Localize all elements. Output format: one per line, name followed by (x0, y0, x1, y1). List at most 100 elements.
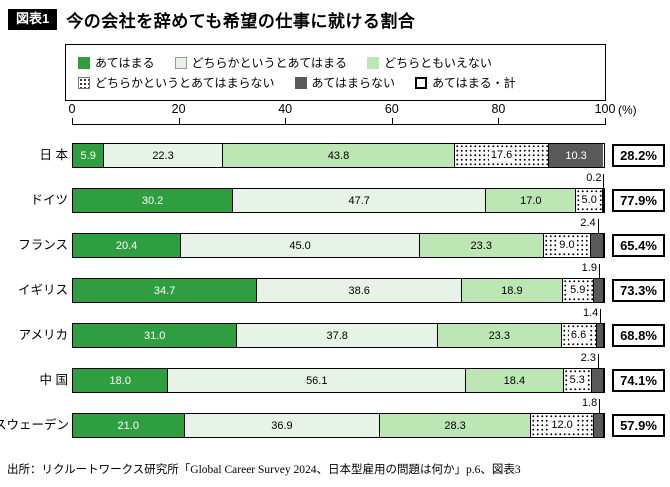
chart-row: ドイツ 30.2 47.7 17.0 5.0 0.2 77.9% (0, 172, 670, 213)
axis-tick-label: 100 (594, 102, 616, 116)
axis-tick-label: 20 (171, 102, 186, 116)
callout-value: 1.8 (581, 397, 598, 409)
bar-segment-5: 10.3 (548, 144, 604, 167)
bar-segment-4: 17.6 (455, 144, 549, 167)
segment-value: 5.3 (567, 374, 587, 387)
total-box: 73.3% (612, 279, 665, 302)
bar-segment-1: 18.0 (73, 369, 169, 392)
chart-row: 日 本 5.9 22.3 43.8 17.6 10.3 28.2% (0, 143, 670, 168)
bar-segment-3: 28.3 (380, 414, 531, 437)
axis-tick (178, 118, 180, 124)
bar-segment-1: 5.9 (73, 144, 105, 167)
axis-tick (605, 118, 606, 124)
legend-row-1: あてはまる どちらかというとあてはまる どちらともいえない (78, 54, 595, 71)
stacked-bar: 5.9 22.3 43.8 17.6 10.3 (72, 143, 605, 168)
callout-value: 1.4 (583, 307, 599, 319)
callout-line (603, 174, 605, 189)
legend-row-2: どちらかというとあてはまらない あてはまらない あてはまる・計 (78, 74, 595, 91)
segment-value: 22.3 (152, 149, 174, 162)
segment-value: 38.6 (348, 284, 370, 297)
segment-value: 43.8 (327, 149, 350, 162)
bar-segment-3: 43.8 (222, 144, 456, 167)
segment-value: 12.0 (549, 419, 575, 432)
bar-segment-5 (596, 324, 604, 347)
axis-tick (285, 118, 287, 124)
axis-unit-label: (%) (618, 103, 637, 117)
bar-segment-1: 31.0 (73, 324, 238, 347)
stacked-bar: 18.0 56.1 18.4 5.3 2.3 (72, 352, 605, 393)
legend-label: あてはまる・計 (432, 76, 516, 90)
callout-line (598, 264, 600, 279)
axis-tick (72, 118, 73, 124)
segment-value: 45.0 (289, 239, 311, 252)
bar-segment-1: 20.4 (73, 234, 182, 257)
legend-label: あてはまる (95, 56, 155, 70)
legend-label: あてはまらない (311, 76, 396, 90)
segment-value: 47.7 (348, 194, 370, 207)
legend: あてはまる どちらかというとあてはまる どちらともいえない どちらかというとあて… (65, 44, 606, 101)
x-axis-labels: 0 20 40 60 80 100 (%) (68, 102, 637, 118)
segment-value: 23.3 (488, 329, 510, 342)
total-box: 77.9% (612, 189, 665, 212)
legend-item-dochiratomo-ienai: どちらともいえない (367, 54, 492, 71)
segment-value: 30.2 (141, 194, 164, 207)
legend-swatch-dark-green-icon (78, 56, 90, 69)
legend-swatch-pale-green-icon (174, 56, 187, 69)
segment-value: 21.0 (117, 419, 139, 432)
bar-segment-4: 5.0 (576, 189, 603, 212)
bar-segment-5 (593, 279, 604, 302)
legend-item-atehamaru-kei: あてはまる・計 (415, 74, 516, 91)
axis-tick-label: 60 (384, 102, 399, 116)
segment-value: 17.0 (520, 194, 542, 207)
callout-line (600, 309, 602, 324)
axis-tick (391, 118, 393, 124)
total-box: 28.2% (612, 144, 665, 167)
chart-row: 中 国 18.0 56.1 18.4 5.3 2.3 74.1% (0, 352, 670, 393)
category-label: 中 国 (39, 373, 68, 387)
chart-row: アメリカ 31.0 37.8 23.3 6.6 1.4 68.8% (0, 307, 670, 348)
bar-segment-3: 18.4 (466, 369, 564, 392)
total-box: 65.4% (612, 234, 665, 257)
total-box: 74.1% (612, 369, 665, 392)
legend-swatch-dark-gray-icon (294, 76, 307, 89)
bar-segment-5 (602, 189, 604, 212)
segment-value: 18.0 (109, 374, 131, 387)
legend-item-atehamaru: あてはまる (78, 54, 155, 71)
callout-line (597, 219, 599, 234)
segment-value: 9.0 (557, 239, 577, 252)
segment-value: 23.3 (470, 239, 492, 252)
bar-segment-1: 21.0 (73, 414, 185, 437)
legend-item-dochiraka-atehamaru: どちらかというとあてはまる (174, 54, 347, 71)
segment-value: 34.7 (153, 284, 176, 297)
segment-value: 20.4 (115, 239, 138, 252)
segment-value: 31.0 (144, 329, 166, 342)
category-label: 日 本 (39, 148, 68, 162)
segment-value: 36.9 (271, 419, 293, 432)
segment-value: 18.4 (503, 374, 526, 387)
legend-label: どちらかというとあてはまらない (95, 76, 275, 90)
category-label: ドイツ (30, 193, 68, 207)
axis-tick-label: 80 (491, 102, 506, 116)
bar-segment-3: 18.9 (462, 279, 563, 302)
x-axis-ticks (72, 118, 606, 124)
axis-tick-label: 40 (278, 102, 293, 116)
axis-tick-label: 0 (68, 102, 76, 116)
callout-line (599, 399, 601, 414)
category-label: アメリカ (18, 328, 68, 342)
chart-row: フランス 20.4 45.0 23.3 9.0 2.4 65.4% (0, 217, 670, 258)
callout-value: 0.2 (586, 172, 602, 184)
bar-segment-5 (591, 369, 604, 392)
bar-segment-5 (591, 234, 604, 257)
bar-segment-4: 6.6 (561, 324, 597, 347)
callout-value: 2.3 (580, 352, 596, 364)
stacked-bar: 21.0 36.9 28.3 12.0 1.8 (72, 397, 605, 438)
source-note: 出所：リクルートワークス研究所「Global Career Survey 202… (7, 464, 521, 476)
bar-segment-4: 5.9 (562, 279, 594, 302)
bar-segment-2: 37.8 (237, 324, 438, 347)
segment-value: 5.9 (80, 149, 96, 162)
callout-value: 1.9 (581, 262, 597, 274)
bar-segment-4: 9.0 (543, 234, 592, 257)
callout-value: 2.4 (580, 217, 596, 229)
segment-value: 56.1 (306, 374, 328, 387)
segment-value: 5.9 (568, 284, 588, 297)
